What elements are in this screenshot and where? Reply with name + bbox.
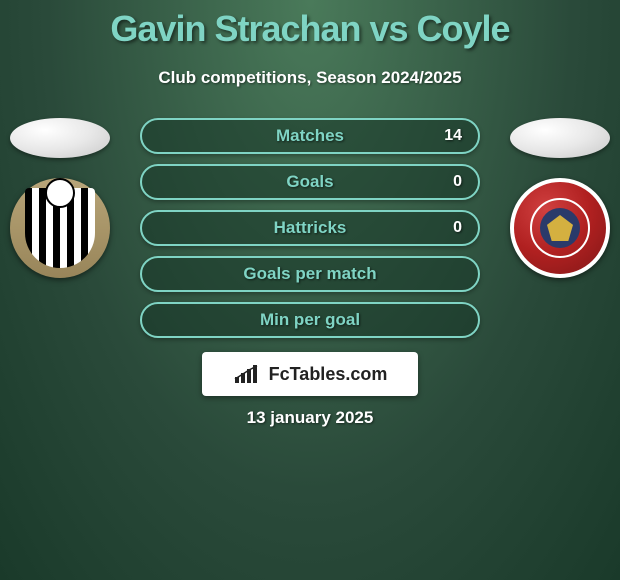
- stat-label: Hattricks: [274, 218, 347, 238]
- stat-label: Goals: [286, 172, 333, 192]
- stat-row-min-per-goal: Min per goal: [140, 302, 480, 338]
- subtitle: Club competitions, Season 2024/2025: [0, 68, 620, 88]
- stat-label: Min per goal: [260, 310, 360, 330]
- left-player-avatar: [10, 118, 110, 158]
- crest-icon: [530, 198, 590, 258]
- fctables-logo[interactable]: FcTables.com: [202, 352, 418, 396]
- stat-label: Goals per match: [243, 264, 376, 284]
- left-player-column: [0, 118, 120, 278]
- right-player-column: [500, 118, 620, 278]
- stat-row-goals-per-match: Goals per match: [140, 256, 480, 292]
- logo-text: FcTables.com: [269, 364, 388, 385]
- right-player-avatar: [510, 118, 610, 158]
- right-club-badge: [510, 178, 610, 278]
- stat-right-value: 14: [444, 127, 462, 145]
- stat-row-goals: Goals 0: [140, 164, 480, 200]
- stat-right-value: 0: [453, 173, 462, 191]
- left-club-badge: [10, 178, 110, 278]
- bar-chart-icon: [233, 363, 263, 385]
- stat-row-matches: Matches 14: [140, 118, 480, 154]
- page-title: Gavin Strachan vs Coyle: [0, 0, 620, 50]
- shield-stripes-icon: [25, 188, 95, 268]
- date-label: 13 january 2025: [0, 408, 620, 428]
- stats-table: Matches 14 Goals 0 Hattricks 0 Goals per…: [140, 118, 480, 338]
- stat-row-hattricks: Hattricks 0: [140, 210, 480, 246]
- stat-label: Matches: [276, 126, 344, 146]
- stat-right-value: 0: [453, 219, 462, 237]
